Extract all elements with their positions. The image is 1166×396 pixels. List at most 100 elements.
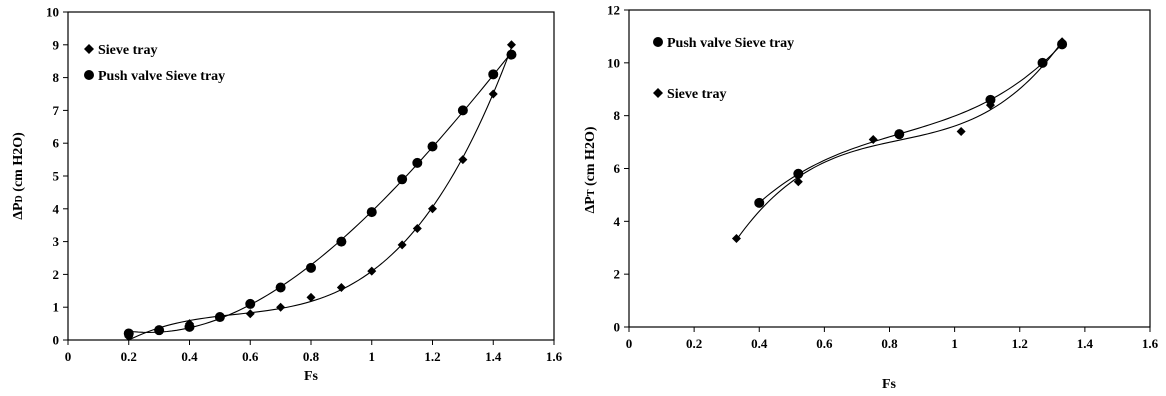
- right-point-circle: [985, 94, 996, 105]
- right-x-tick-label: 0: [626, 336, 633, 351]
- left-legend-diamond-icon: [84, 44, 94, 54]
- right-x-tick-label: 0.8: [881, 336, 898, 351]
- left-point-diamond: [397, 240, 407, 250]
- left-point-diamond: [276, 302, 286, 312]
- right-legend-diamond-icon: [653, 88, 663, 98]
- right-x-tick-label: 0.4: [751, 336, 768, 351]
- right-legend-circle-icon: [653, 37, 663, 47]
- left-x-tick-label: 1.4: [485, 349, 502, 364]
- left-point-diamond: [245, 309, 255, 319]
- right-x-tick-label: 1.4: [1077, 336, 1094, 351]
- left-point-diamond: [458, 155, 468, 165]
- right-point-circle: [793, 168, 804, 179]
- right-x-axis-title: Fs: [882, 377, 897, 392]
- left-y-axis-title-rest: (cm H2O): [11, 132, 26, 195]
- right-chart: 0 0.2 0.4 0.6 0.8 1 1.2 1.4 1.6 0 2 4 6 8 10 12 Fs ΔPT…: [583, 3, 1159, 393]
- left-legend-label-1: Sieve tray: [98, 43, 157, 58]
- left-x-tick-label: 0: [65, 349, 72, 364]
- right-point-diamond: [731, 234, 741, 244]
- left-data-points: [123, 40, 517, 342]
- left-x-tick-label: 0.6: [242, 349, 259, 364]
- left-y-tick-label: 3: [53, 234, 60, 249]
- right-data-points: [731, 37, 1068, 244]
- right-point-diamond: [985, 100, 995, 110]
- left-y-tick-label: 1: [53, 300, 60, 315]
- right-y-tick-label: 6: [614, 161, 621, 176]
- right-x-tick-label: 1.2: [1012, 336, 1028, 351]
- left-point-circle: [306, 262, 316, 273]
- left-legend-circle-icon: [84, 70, 94, 80]
- left-trendlines: [128, 47, 512, 341]
- right-plot-frame: [628, 9, 1151, 328]
- left-y-tick-label: 0: [53, 333, 60, 348]
- left-point-circle: [366, 207, 377, 218]
- right-point-diamond: [956, 127, 966, 137]
- right-y-axis-title-main: ΔP: [583, 196, 598, 214]
- left-legend-item-2: Push valve Sieve tray: [84, 69, 225, 84]
- left-trendline-sieve-tray: [128, 47, 512, 341]
- right-y-axis-title-sub: T: [586, 189, 597, 196]
- left-point-circle: [457, 105, 468, 116]
- left-point-diamond: [412, 223, 422, 233]
- left-y-axis-title-sub: D: [14, 195, 25, 202]
- left-point-diamond: [488, 89, 498, 99]
- right-point-diamond: [1057, 37, 1067, 47]
- right-y-axis-title-rest: (cm H2O): [583, 126, 598, 189]
- right-x-tick-label: 0.6: [816, 336, 833, 351]
- right-point-diamond: [868, 134, 878, 144]
- left-point-circle: [397, 174, 408, 185]
- left-point-circle: [214, 312, 225, 323]
- left-y-tick-label: 7: [53, 103, 60, 118]
- left-y-axis: 0 1 2 3 4 5 6 7 8 9 10: [46, 5, 68, 348]
- right-legend-label-2: Sieve tray: [667, 87, 726, 102]
- right-y-tick-label: 4: [614, 214, 621, 229]
- left-x-tick-label: 1.6: [546, 349, 563, 364]
- right-trendline-push-valve: [758, 43, 1063, 204]
- left-point-diamond: [367, 266, 377, 276]
- right-x-tick-label: 1: [951, 336, 958, 351]
- left-legend-item-1: Sieve tray: [84, 43, 157, 58]
- right-y-tick-label: 0: [614, 320, 621, 335]
- left-x-tick-label: 1.2: [424, 349, 440, 364]
- right-x-tick-label: 0.2: [686, 336, 702, 351]
- left-point-diamond: [306, 292, 316, 302]
- left-y-axis-title-main: ΔP: [11, 202, 26, 220]
- left-point-diamond: [428, 204, 437, 214]
- left-point-circle: [427, 141, 438, 152]
- left-y-tick-label: 8: [53, 70, 60, 85]
- left-legend: Sieve tray Push valve Sieve tray: [84, 43, 225, 84]
- left-point-circle: [506, 49, 517, 60]
- left-point-circle: [154, 325, 165, 336]
- right-y-tick-label: 2: [614, 267, 621, 282]
- left-x-axis-title: Fs: [304, 369, 319, 384]
- left-y-tick-label: 9: [53, 37, 60, 52]
- left-x-tick-label: 0.4: [181, 349, 198, 364]
- left-legend-label-2: Push valve Sieve tray: [98, 69, 225, 84]
- left-y-tick-label: 10: [46, 5, 59, 20]
- left-point-circle: [336, 236, 347, 247]
- left-x-tick-label: 0.8: [303, 349, 320, 364]
- left-point-circle: [488, 69, 499, 80]
- right-trendline-sieve-tray: [736, 41, 1063, 241]
- left-trendline-push-valve: [128, 52, 512, 333]
- right-point-diamond: [793, 177, 803, 187]
- left-point-circle: [184, 321, 195, 332]
- left-y-tick-label: 6: [53, 136, 60, 151]
- left-point-diamond: [336, 283, 346, 293]
- right-legend: Push valve Sieve tray Sieve tray: [653, 36, 794, 102]
- left-point-circle: [123, 328, 134, 339]
- left-point-circle: [275, 282, 286, 293]
- left-point-circle: [412, 157, 423, 168]
- right-legend-item-2: Sieve tray: [653, 87, 726, 102]
- left-x-tick-label: 0.2: [121, 349, 137, 364]
- right-y-tick-label: 12: [607, 3, 620, 18]
- right-y-axis-title: ΔPT (cm H2O): [583, 126, 598, 213]
- left-point-circle: [245, 298, 256, 309]
- left-point-diamond: [506, 40, 516, 50]
- right-y-tick-label: 10: [607, 55, 620, 70]
- left-y-tick-label: 5: [53, 169, 60, 184]
- right-y-tick-label: 8: [614, 108, 621, 123]
- left-x-axis: 0 0.2 0.4 0.6 0.8 1 1.2 1.4 1.6: [65, 340, 563, 364]
